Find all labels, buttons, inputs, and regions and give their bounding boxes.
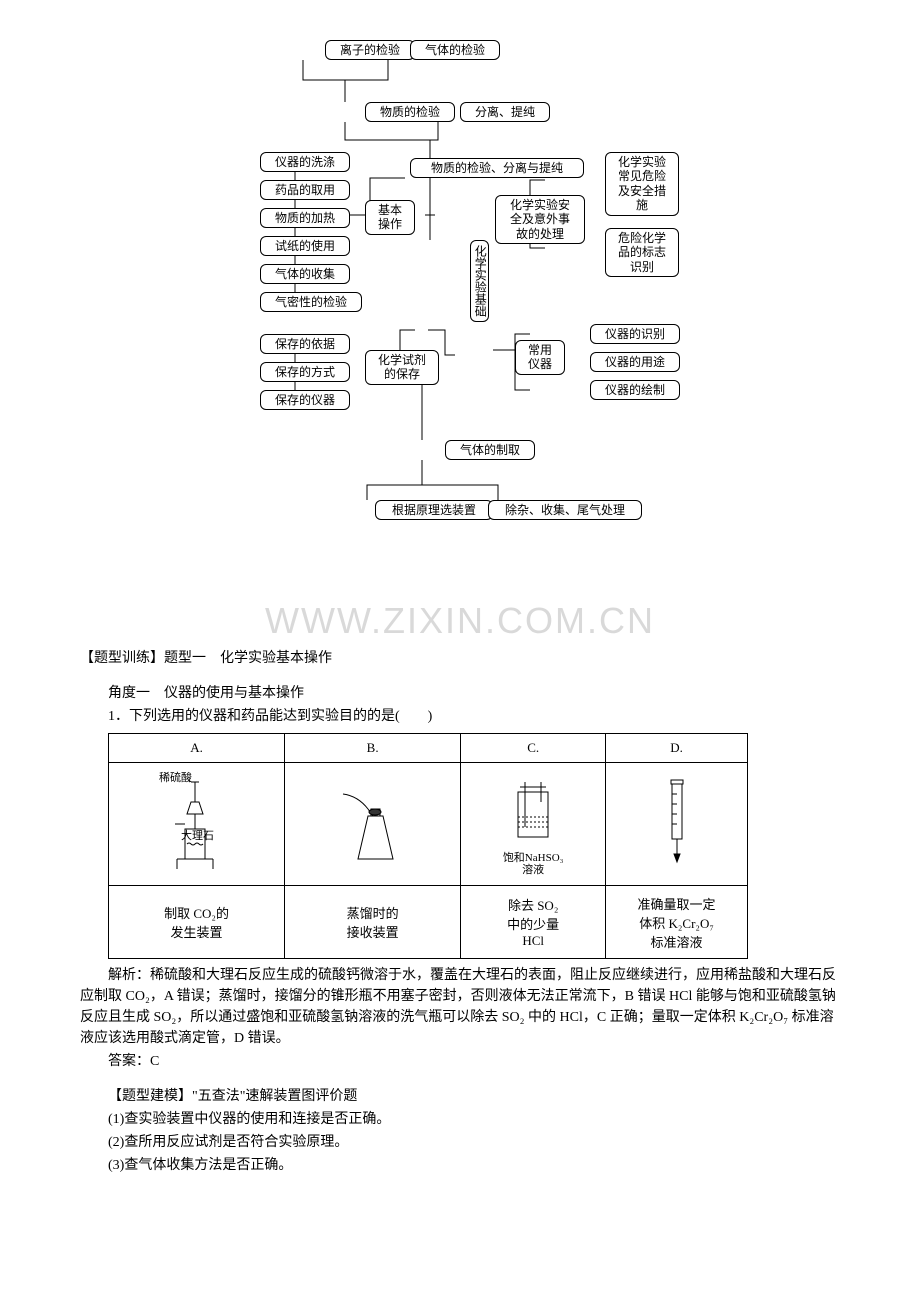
node-n_sub: 物质的检验	[365, 102, 455, 122]
node-n_store: 化学试剂的保存	[365, 350, 439, 385]
choice-table: A. B. C. D. ↓ 稀硫酸 大理石	[108, 733, 748, 959]
node-n_wash: 仪器的洗涤	[260, 152, 350, 172]
header-c: C.	[461, 734, 606, 763]
node-n_use: 仪器的用途	[590, 352, 680, 372]
explanation: 解析：稀硫酸和大理石反应生成的硫酸钙微溶于水，覆盖在大理石的表面，阻止反应继续进…	[80, 965, 840, 1049]
model-2: (2)查所用反应试剂是否符合实验原理。	[80, 1132, 840, 1153]
node-n_mode: 保存的方式	[260, 362, 350, 382]
desc-b: 蒸馏时的接收装置	[285, 886, 461, 959]
node-n_common: 常用仪器	[515, 340, 565, 375]
node-n_draw: 仪器的绘制	[590, 380, 680, 400]
node-n_gas: 气体的检验	[410, 40, 500, 60]
label-a2: 大理石	[181, 827, 214, 843]
figure-a: ↓ 稀硫酸 大理石	[109, 763, 285, 886]
node-n_basic: 基本操作	[365, 200, 415, 235]
watermark: WWW.ZIXIN.COM.CN	[80, 600, 840, 642]
concept-flowchart: 离子的检验气体的检验物质的检验分离、提纯仪器的洗涤药品的取用物质的加热试纸的使用…	[200, 40, 720, 560]
desc-a: 制取 CO₂的发生装置	[109, 886, 285, 959]
label-c1: 饱和NaHSO₃溶液	[467, 852, 599, 876]
node-n_core: 化学实验基础	[470, 240, 489, 322]
node-n_drug: 药品的取用	[260, 180, 350, 200]
node-n_prep: 气体的制取	[445, 440, 535, 460]
apparatus-d-icon	[657, 774, 697, 874]
question-1: 1．下列选用的仪器和药品能达到实验目的的是( )	[108, 706, 840, 727]
apparatus-c-icon	[493, 772, 573, 852]
training-title: 【题型训练】题型一 化学实验基本操作	[80, 648, 840, 669]
model-3: (3)查气体收集方法是否正确。	[80, 1155, 840, 1176]
figure-b	[285, 763, 461, 886]
angle-title: 角度一 仪器的使用与基本操作	[108, 683, 840, 704]
model-1: (1)查实验装置中仪器的使用和连接是否正确。	[80, 1109, 840, 1130]
model-title: 【题型建模】"五查法"速解装置图评价题	[80, 1086, 840, 1107]
node-n_mid: 物质的检验、分离与提纯	[410, 158, 584, 178]
node-n_risk: 化学实验常见危险及安全措施	[605, 152, 679, 216]
apparatus-b-icon	[323, 774, 423, 874]
desc-c: 除去 SO₂中的少量HCl	[461, 886, 606, 959]
apparatus-a-icon: ↓	[147, 774, 247, 874]
header-b: B.	[285, 734, 461, 763]
node-n_instr: 保存的仪器	[260, 390, 350, 410]
figure-c: 饱和NaHSO₃溶液	[461, 763, 606, 886]
node-n_basis: 保存的依据	[260, 334, 350, 354]
node-n_coll: 气体的收集	[260, 264, 350, 284]
node-n_heat: 物质的加热	[260, 208, 350, 228]
desc-d: 准确量取一定体积 K₂Cr₂O₇标准溶液	[606, 886, 748, 959]
node-n_safe: 化学实验安全及意外事故的处理	[495, 195, 585, 244]
node-n_tail: 除杂、收集、尾气处理	[488, 500, 642, 520]
node-n_ion: 离子的检验	[325, 40, 415, 60]
node-n_paper: 试纸的使用	[260, 236, 350, 256]
header-a: A.	[109, 734, 285, 763]
node-n_dev: 根据原理选装置	[375, 500, 493, 520]
figure-d	[606, 763, 748, 886]
answer: 答案：C	[80, 1051, 840, 1072]
node-n_mark: 危险化学品的标志识别	[605, 228, 679, 277]
node-n_recog: 仪器的识别	[590, 324, 680, 344]
label-a1: 稀硫酸	[159, 769, 192, 785]
header-d: D.	[606, 734, 748, 763]
node-n_sep: 分离、提纯	[460, 102, 550, 122]
node-n_seal: 气密性的检验	[260, 292, 362, 312]
